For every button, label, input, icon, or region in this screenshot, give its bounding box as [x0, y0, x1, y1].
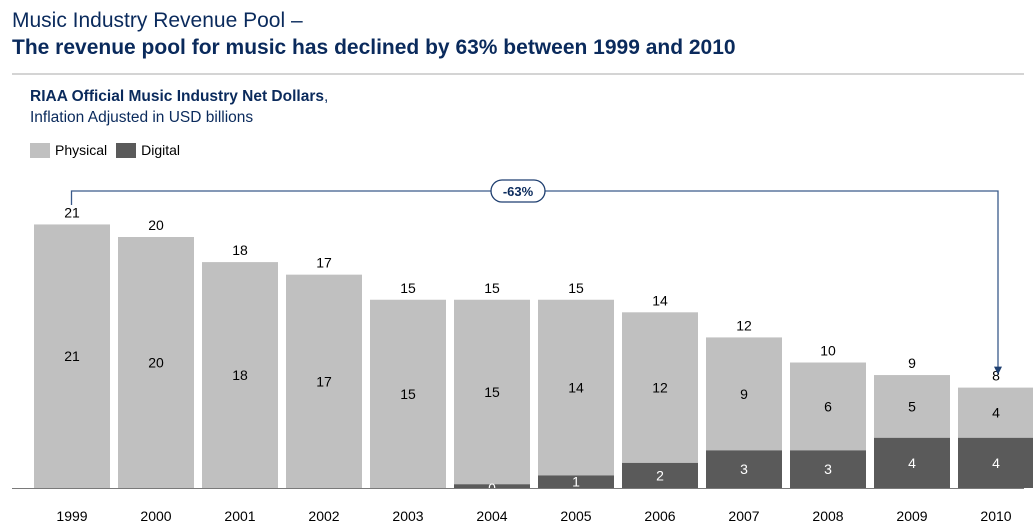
legend-swatch-digital	[116, 142, 137, 158]
physical-value-label-2005: 14	[568, 380, 584, 396]
x-tick-label-2010: 2010	[980, 508, 1011, 524]
bar-physical-2007	[706, 337, 782, 451]
physical-value-label-2007: 9	[740, 386, 748, 402]
physical-value-label-2004: 15	[484, 384, 500, 400]
bar-digital-2010	[958, 437, 1033, 488]
bar-physical-2002	[286, 274, 362, 488]
bar-physical-2008	[790, 362, 866, 451]
total-label-2002: 17	[316, 255, 332, 271]
x-tick-label-2007: 2007	[728, 508, 759, 524]
bar-physical-2009	[874, 375, 950, 438]
bar-digital-2004	[454, 484, 530, 488]
bar-physical-2010	[958, 387, 1033, 438]
total-label-2003: 15	[400, 280, 416, 296]
bar-digital-2008	[790, 450, 866, 488]
physical-value-label-1999: 21	[64, 348, 80, 364]
x-tick-label-2002: 2002	[308, 508, 339, 524]
x-tick-label-2003: 2003	[392, 508, 423, 524]
x-tick-label-2009: 2009	[896, 508, 927, 524]
page-title-line1: Music Industry Revenue Pool –	[12, 9, 303, 32]
bar-digital-2009	[874, 437, 950, 488]
change-arrow-head	[994, 366, 1002, 375]
physical-value-label-2008: 6	[824, 398, 832, 414]
total-label-2001: 18	[232, 242, 248, 258]
bar-physical-2004	[454, 299, 530, 485]
legend-label-physical: Physical	[55, 142, 108, 158]
digital-value-label-2010: 4	[992, 455, 1000, 471]
total-label-2009: 9	[908, 355, 916, 371]
physical-value-label-2006: 12	[652, 380, 668, 396]
x-tick-label-2001: 2001	[224, 508, 255, 524]
total-label-2000: 20	[148, 217, 164, 233]
physical-value-label-2003: 15	[400, 386, 416, 402]
x-tick-label-2004: 2004	[476, 508, 507, 524]
x-tick-label-2005: 2005	[560, 508, 591, 524]
digital-value-label-2009: 4	[908, 455, 916, 471]
x-tick-label-2000: 2000	[140, 508, 171, 524]
x-tick-label-2006: 2006	[644, 508, 675, 524]
title-divider	[12, 73, 1024, 75]
total-label-2005: 15	[568, 280, 584, 296]
physical-value-label-2002: 17	[316, 373, 332, 389]
chart-legend: Physical Digital	[30, 142, 189, 158]
physical-value-label-2009: 5	[908, 398, 916, 414]
physical-value-label-2010: 4	[992, 405, 1000, 421]
total-label-2010: 8	[992, 368, 1000, 384]
x-tick-label-2008: 2008	[812, 508, 843, 524]
bar-digital-2005	[538, 475, 614, 488]
total-label-1999: 21	[64, 204, 80, 220]
bar-physical-2000	[118, 237, 194, 488]
total-label-2004: 15	[484, 280, 500, 296]
bar-digital-2007	[706, 450, 782, 488]
bar-physical-2006	[622, 312, 698, 463]
total-label-2006: 14	[652, 292, 668, 308]
chart-heading-bold: RIAA Official Music Industry Net Dollars	[30, 88, 324, 105]
page-title-line2: The revenue pool for music has declined …	[12, 36, 736, 59]
total-label-2007: 12	[736, 317, 752, 333]
bar-physical-2005	[538, 299, 614, 476]
x-tick-label-1999: 1999	[56, 508, 87, 524]
total-label-2008: 10	[820, 343, 836, 359]
legend-item-digital: Digital	[116, 142, 180, 158]
physical-value-label-2000: 20	[148, 355, 164, 371]
digital-value-label-2007: 3	[740, 461, 748, 477]
legend-label-digital: Digital	[141, 142, 181, 158]
change-badge	[490, 179, 546, 203]
digital-value-label-2005: 1	[572, 474, 580, 490]
change-badge-text: -63%	[503, 184, 534, 199]
chart-heading-comma: ,	[323, 88, 329, 105]
legend-swatch-physical	[30, 142, 50, 158]
physical-value-label-2001: 18	[232, 367, 248, 383]
bar-digital-2006	[622, 462, 698, 488]
digital-value-label-2006: 2	[656, 467, 664, 483]
chart-subheading: Inflation Adjusted in USD billions	[30, 109, 254, 126]
bar-physical-2003	[370, 299, 446, 488]
chart-heading: RIAA Official Music Industry Net Dollars…	[30, 88, 328, 106]
bar-physical-1999	[34, 224, 110, 488]
digital-value-label-2008: 3	[824, 461, 832, 477]
bar-physical-2001	[202, 262, 278, 488]
legend-item-physical: Physical	[30, 142, 107, 158]
